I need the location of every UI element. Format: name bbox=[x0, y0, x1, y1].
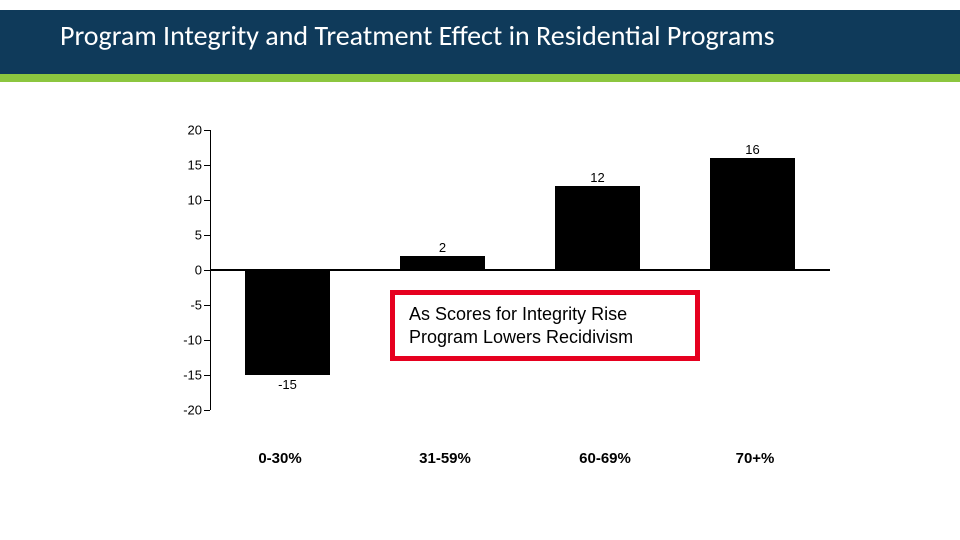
bar bbox=[400, 256, 485, 270]
bar-value-label: 2 bbox=[439, 240, 446, 255]
callout-box: As Scores for Integrity Rise Program Low… bbox=[390, 290, 700, 361]
y-tick-label: 10 bbox=[188, 193, 202, 208]
chart-area: 20 15 10 5 0 -5 -10 -15 -20 -15 2 12 16 bbox=[150, 115, 850, 435]
category-label: 31-59% bbox=[419, 450, 471, 467]
y-tick bbox=[204, 305, 210, 306]
bar-value-label: -15 bbox=[278, 377, 297, 392]
y-tick bbox=[204, 270, 210, 271]
callout-line1: As Scores for Integrity Rise bbox=[409, 303, 681, 326]
page-title: Program Integrity and Treatment Effect i… bbox=[60, 18, 900, 53]
y-tick-label: -15 bbox=[183, 368, 202, 383]
y-tick-label: 20 bbox=[188, 123, 202, 138]
y-tick-label: -5 bbox=[190, 298, 202, 313]
category-label: 60-69% bbox=[579, 450, 631, 467]
y-tick bbox=[204, 340, 210, 341]
y-tick-label: 0 bbox=[195, 263, 202, 278]
bar bbox=[555, 186, 640, 270]
category-label: 70+% bbox=[736, 450, 775, 467]
y-tick-label: 15 bbox=[188, 158, 202, 173]
bar-value-label: 16 bbox=[745, 142, 759, 157]
y-tick bbox=[204, 235, 210, 236]
y-tick bbox=[204, 410, 210, 411]
bar bbox=[245, 270, 330, 375]
bar bbox=[710, 158, 795, 270]
chart-plot: 20151050-5-10-15-20-1521216 bbox=[210, 130, 830, 410]
y-tick-label: -20 bbox=[183, 403, 202, 418]
accent-band bbox=[0, 74, 960, 82]
category-label: 0-30% bbox=[258, 450, 301, 467]
y-tick bbox=[204, 375, 210, 376]
y-tick bbox=[204, 200, 210, 201]
y-tick-label: -10 bbox=[183, 333, 202, 348]
category-labels-row: 0-30% 31-59% 60-69% 70+% bbox=[210, 450, 830, 480]
bar-value-label: 12 bbox=[590, 170, 604, 185]
callout-line2: Program Lowers Recidivism bbox=[409, 326, 681, 349]
y-tick bbox=[204, 165, 210, 166]
y-tick-label: 5 bbox=[195, 228, 202, 243]
y-tick bbox=[204, 130, 210, 131]
